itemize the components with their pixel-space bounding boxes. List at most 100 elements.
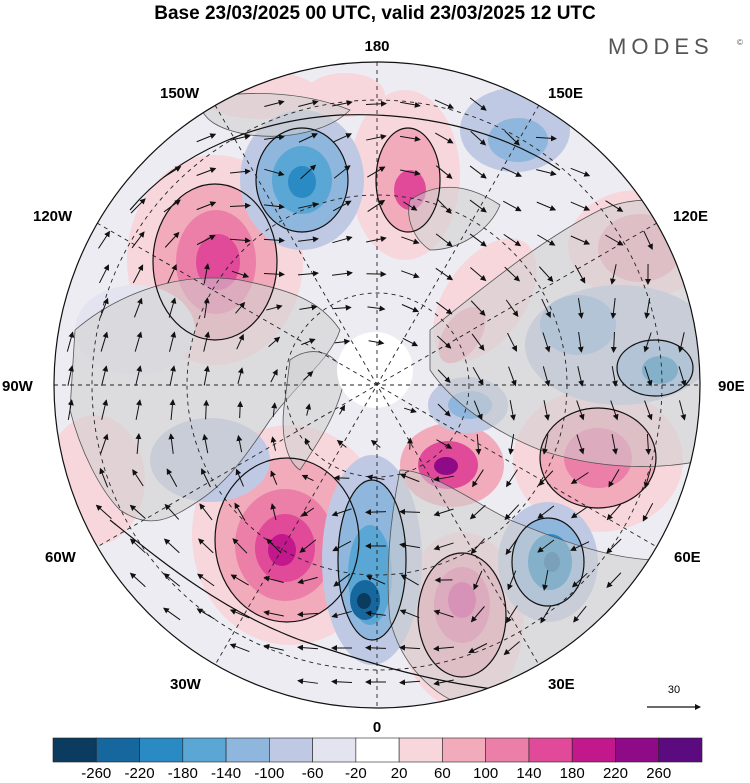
wind-arrow [610, 331, 617, 353]
wind-arrow [433, 508, 454, 517]
wind-arrow [332, 133, 352, 143]
colorbar-swatch [95, 737, 140, 763]
wind-arrow [163, 607, 181, 621]
wind-arrow [543, 400, 550, 421]
colorbar-tick-label: 140 [516, 765, 541, 782]
wind-arrow [66, 331, 75, 352]
wind-arrow [196, 167, 217, 176]
wind-arrow [333, 304, 352, 311]
wind-arrow [509, 400, 516, 421]
wind-arrow [203, 399, 210, 420]
colorbar-tick-label: -220 [125, 765, 155, 782]
wind-arrow [368, 339, 385, 346]
wind-arrow [133, 297, 143, 318]
pole-cap [337, 332, 413, 408]
wind-arrow [198, 538, 214, 554]
wind-arrow [234, 502, 246, 521]
wind-arrow [536, 169, 557, 177]
wind-arrow [332, 235, 353, 244]
colorbar-swatch [312, 737, 357, 763]
wind-arrow [507, 332, 517, 352]
wind-arrow [264, 99, 285, 107]
wind-arrow [366, 134, 387, 141]
wind-arrow [433, 475, 454, 482]
wind-arrow [237, 400, 244, 419]
wind-arrow [536, 201, 557, 211]
contour-lines [109, 114, 694, 691]
north-america-land [69, 277, 341, 522]
wind-arrow [99, 297, 109, 318]
colorbar-swatch [269, 737, 313, 763]
wind-arrow [202, 433, 209, 454]
wind-arrow [503, 641, 520, 656]
wind-arrow [503, 233, 522, 247]
wind-arrow [606, 572, 622, 588]
wind-arrow [605, 200, 624, 212]
colorbar-tick-label: -20 [345, 765, 367, 782]
wind-arrow [298, 201, 319, 209]
wind-arrow [537, 234, 556, 246]
wind-arrow [472, 367, 484, 386]
wind-arrow [470, 130, 487, 146]
wind-arrow [435, 267, 454, 281]
wind-arrow [333, 573, 351, 587]
wind-arrow [609, 264, 617, 285]
wind-arrow [333, 165, 351, 179]
anomaly-field [54, 62, 700, 708]
colorbar-swatch [398, 737, 443, 763]
wind-arrow [263, 575, 284, 583]
longitude-labels: 180 0 90W 90E 150W 120W 150E 120E 30W 60… [2, 38, 745, 736]
wind-arrow [168, 297, 177, 318]
wind-arrow [570, 235, 591, 245]
wind-arrow [570, 201, 591, 211]
wind-arrow [433, 679, 454, 686]
colorbar-tick-label: 260 [646, 765, 671, 782]
wind-arrow [99, 467, 109, 488]
wind-arrow [67, 399, 74, 420]
map-title: Base 23/03/2025 00 UTC, valid 23/03/2025… [154, 3, 596, 24]
wind-arrow [235, 301, 246, 314]
parallel-30n [91, 99, 663, 671]
wind-arrow [642, 502, 654, 522]
wind-arrow [336, 440, 347, 448]
wind-arrow [678, 366, 687, 387]
wind-arrow [436, 439, 453, 449]
wind-arrow [301, 338, 316, 346]
wind-arrow [297, 678, 318, 685]
wind-arrow [163, 538, 180, 554]
wind-arrow [370, 439, 381, 448]
wind-arrow [303, 371, 314, 381]
wind-arrow [333, 200, 352, 212]
wind-arrow [540, 605, 552, 624]
wind-arrow [505, 469, 518, 488]
wind-arrow [437, 403, 451, 417]
brand-registered-mark: © [737, 38, 743, 47]
wind-arrow [542, 332, 551, 353]
wind-arrow [298, 236, 319, 243]
wind-arrow [399, 473, 420, 483]
lon-label-30e: 30E [548, 676, 575, 693]
colorbar-swatch [615, 737, 660, 763]
wind-arrow [196, 201, 217, 211]
wind-arrow [576, 434, 585, 455]
wind-arrow [403, 201, 418, 211]
wind-arrow [538, 470, 554, 486]
wind-arrow [266, 538, 282, 554]
wind-arrow [643, 230, 653, 250]
wind-arrow [203, 365, 210, 386]
wind-arrow [332, 540, 352, 552]
wind-arrow [433, 609, 454, 618]
wind-arrow [101, 399, 109, 420]
wind-arrow [196, 608, 215, 620]
wind-arrow [331, 678, 353, 685]
colorbar-tick-label: -100 [254, 765, 284, 782]
graticule [54, 62, 700, 708]
wind-arrow [436, 198, 452, 214]
wind-arrow [167, 264, 177, 284]
colorbar-tick-label: 60 [434, 765, 451, 782]
wind-arrow [611, 434, 618, 455]
wind-arrow [470, 267, 487, 282]
colorbar-tick-label: 20 [391, 765, 408, 782]
wind-arrow [468, 643, 488, 653]
